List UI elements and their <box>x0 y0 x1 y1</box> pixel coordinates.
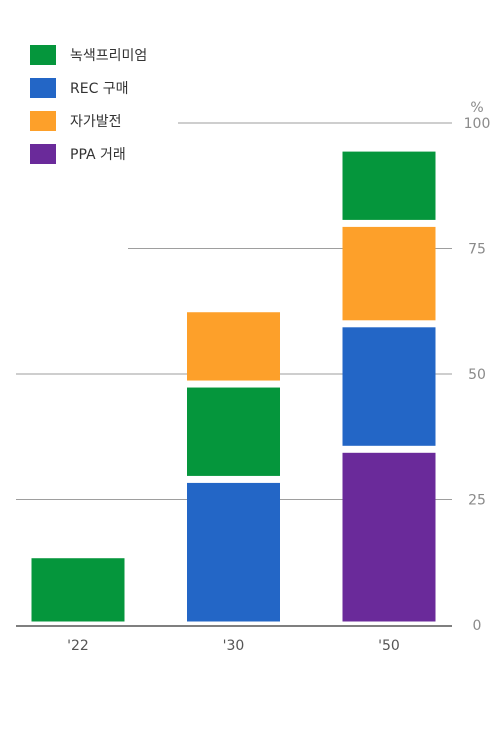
legend-label-1: REC 구매 <box>70 81 129 97</box>
y-tick-label-75: 75 <box>468 242 486 258</box>
bar-2-series-0 <box>342 452 436 622</box>
bar-2-series-3 <box>342 226 436 321</box>
x-tick-label-2: '50 <box>378 638 400 654</box>
legend-swatch-0 <box>30 45 56 65</box>
y-tick-label-25: 25 <box>468 493 486 509</box>
bar-0-series-2 <box>31 558 125 622</box>
bar-1-series-3 <box>187 312 280 381</box>
legend-label-3: PPA 거래 <box>70 147 126 163</box>
bar-1-series-2 <box>187 387 280 476</box>
y-unit-label: % <box>470 100 483 116</box>
legend-label-0: 녹색프리미엄 <box>70 48 147 64</box>
bar-1-series-1 <box>187 482 280 622</box>
bar-2-series-1 <box>342 327 436 446</box>
legend-swatch-3 <box>30 144 56 164</box>
x-tick-label-0: '22 <box>67 638 89 654</box>
legend-swatch-2 <box>30 111 56 131</box>
y-tick-label-0: 0 <box>473 618 482 634</box>
bars <box>31 151 436 622</box>
axes: 0 25 50 75 100% '22 '30 '50 <box>16 100 490 654</box>
legend-swatch-1 <box>30 78 56 98</box>
y-tick-label-50: 50 <box>468 367 486 383</box>
x-tick-label-1: '30 <box>223 638 245 654</box>
y-tick-label-100: 100 <box>464 116 491 132</box>
legend-label-2: 자가발전 <box>70 114 122 130</box>
bar-2-series-4 <box>342 151 436 220</box>
